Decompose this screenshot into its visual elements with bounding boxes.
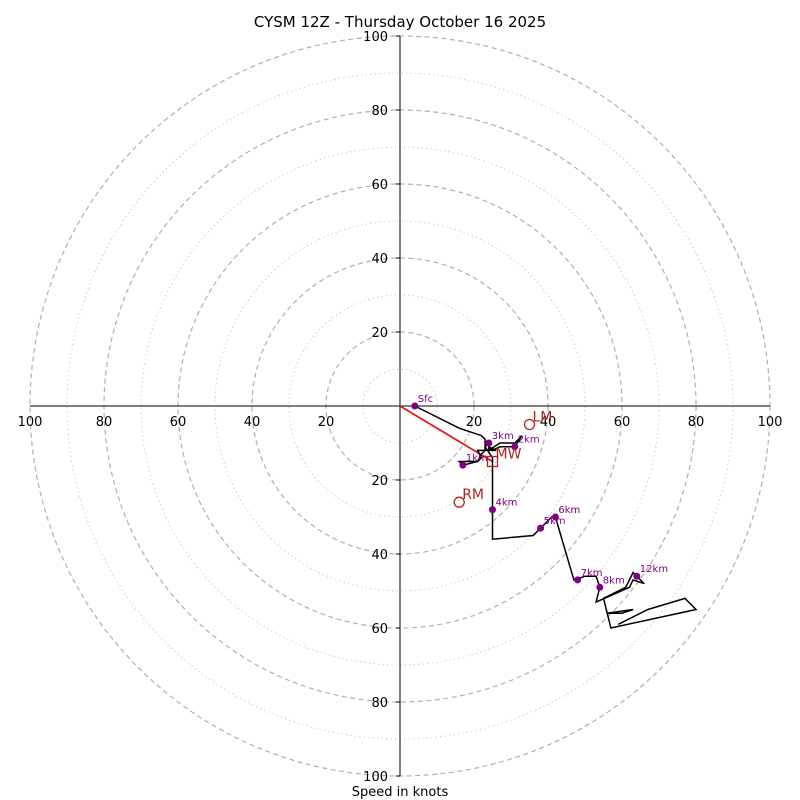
y-tick-neg-40: 40	[371, 548, 388, 563]
x-tick-neg-20: 20	[318, 415, 335, 430]
height-marker-5km	[537, 524, 545, 532]
x-tick-neg-60: 60	[170, 415, 187, 430]
y-tick-neg-20: 20	[371, 474, 388, 489]
height-label-1km: 1km	[466, 453, 488, 464]
height-label-8km: 8km	[603, 575, 625, 586]
y-tick-pos-20: 20	[371, 326, 388, 341]
height-label-4km: 4km	[496, 498, 518, 509]
storm-motion-label-mw: MW	[496, 447, 522, 463]
height-marker-7km	[574, 576, 582, 584]
x-axis-label: Speed in knots	[352, 785, 449, 800]
height-label-7km: 7km	[581, 568, 603, 579]
height-label-5km: 5km	[544, 516, 566, 527]
y-tick-pos-100: 100	[363, 30, 388, 45]
chart-title: CYSM 12Z - Thursday October 16 2025	[254, 13, 546, 31]
x-tick-neg-80: 80	[96, 415, 113, 430]
storm-motion-marker-rm	[453, 496, 465, 508]
storm-motion-marker-mw	[486, 455, 499, 468]
x-tick-pos-40: 40	[540, 415, 557, 430]
y-tick-neg-60: 60	[371, 622, 388, 637]
height-label-12km: 12km	[640, 564, 668, 575]
x-tick-neg-100: 100	[18, 415, 43, 430]
height-marker-3km	[485, 439, 493, 447]
storm-motion-label-lm: LM	[533, 410, 553, 426]
y-tick-pos-80: 80	[371, 104, 388, 119]
x-tick-neg-40: 40	[244, 415, 261, 430]
height-label-6km: 6km	[558, 505, 580, 516]
height-label-3km: 3km	[492, 431, 514, 442]
x-tick-pos-100: 100	[758, 415, 783, 430]
height-marker-12km	[633, 572, 641, 580]
height-marker-2km	[511, 443, 519, 451]
height-marker-6km	[551, 513, 559, 521]
y-tick-neg-100: 100	[363, 770, 388, 785]
height-marker-8km	[596, 583, 604, 591]
storm-motion-markers: LM MW RM	[453, 410, 553, 508]
x-tick-pos-80: 80	[688, 415, 705, 430]
height-marker-sfc	[411, 402, 419, 410]
tick-labels: 100 100 100 100 80 80 80 80 60 60 60 60 40 40 40 40 20 20…	[18, 30, 783, 785]
height-label-2km: 2km	[518, 435, 540, 446]
shear-vector-line	[399, 405, 493, 463]
y-tick-pos-60: 60	[371, 178, 388, 193]
x-tick-pos-60: 60	[614, 415, 631, 430]
storm-motion-label-rm: RM	[462, 487, 484, 503]
y-tick-pos-40: 40	[371, 252, 388, 267]
storm-motion-marker-lm	[523, 418, 536, 431]
y-tick-neg-80: 80	[371, 696, 388, 711]
height-marker-4km	[489, 506, 496, 514]
x-tick-pos-20: 20	[466, 415, 483, 430]
height-label-sfc: Sfc	[418, 394, 433, 405]
height-marker-1km	[459, 461, 467, 469]
